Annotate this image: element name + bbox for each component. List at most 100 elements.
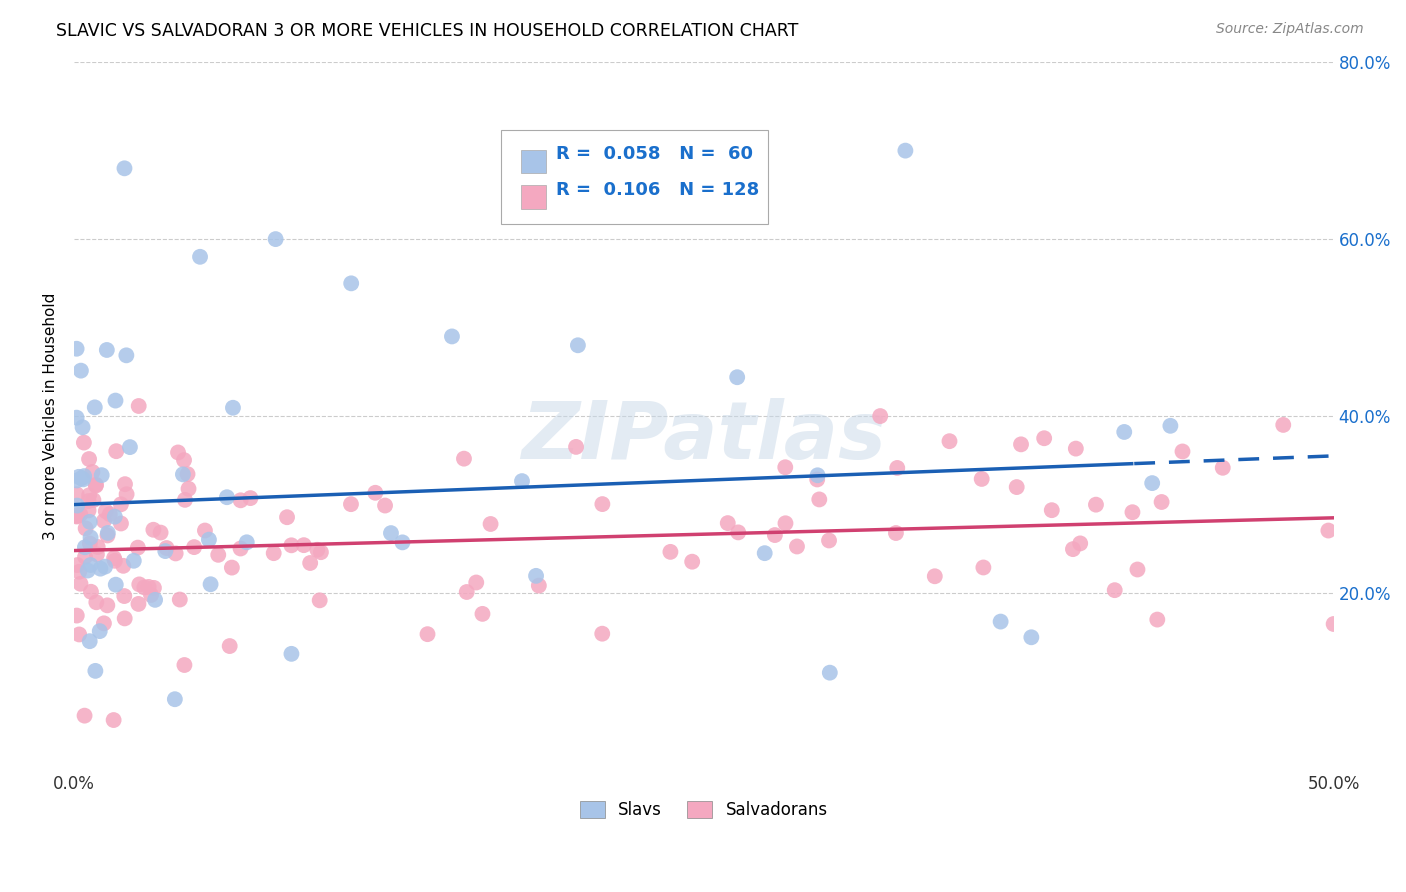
Point [84,477,107,491]
Point [66,474,89,488]
Point [1069,536,1091,550]
Point [114,611,136,625]
Point [70,471,93,485]
Point [155,541,177,555]
Point [127,541,149,555]
Point [292,538,315,552]
Point [340,497,363,511]
Point [1064,442,1087,456]
Point [84,478,107,492]
Y-axis label: 3 or more Vehicles in Household: 3 or more Vehicles in Household [44,293,58,540]
Point [194,524,217,538]
Point [727,525,749,540]
Point [1272,417,1295,432]
Text: Source: ZipAtlas.com: Source: ZipAtlas.com [1216,22,1364,37]
Point [118,440,141,454]
Point [1121,505,1143,519]
Point [239,491,262,505]
Point [70,364,93,378]
Point [103,713,125,727]
Point [67,470,90,484]
Point [174,492,197,507]
Point [105,444,128,458]
Point [86,595,108,609]
Point [990,615,1012,629]
Point [73,469,96,483]
Point [215,490,238,504]
Point [93,514,115,528]
Point [77,452,100,467]
Point [1005,480,1028,494]
Point [97,525,120,540]
Point [229,541,252,556]
Text: SLAVIC VS SALVADORAN 3 OR MORE VEHICLES IN HOUSEHOLD CORRELATION CHART: SLAVIC VS SALVADORAN 3 OR MORE VEHICLES … [56,22,799,40]
Point [456,585,478,599]
Point [65,342,87,356]
Point [1323,617,1346,632]
Point [94,504,117,518]
Point [1317,524,1340,538]
Point [1040,503,1063,517]
Point [938,434,960,449]
Point [725,370,748,384]
Point [340,277,363,291]
Point [128,577,150,591]
Point [1171,444,1194,458]
Point [264,232,287,246]
Point [775,460,797,475]
Point [591,497,613,511]
Point [717,516,740,530]
Text: R =  0.058   N =  60: R = 0.058 N = 60 [555,145,752,163]
Point [280,647,302,661]
Point [972,560,994,574]
Point [1126,562,1149,576]
Point [155,544,177,558]
Point [567,338,589,352]
Point [236,535,259,549]
Point [82,493,104,508]
Point [104,554,127,568]
Text: R =  0.106   N = 128: R = 0.106 N = 128 [555,181,759,199]
Point [66,499,89,513]
Point [165,546,187,560]
Point [96,343,118,357]
Point [115,487,138,501]
Point [1084,498,1107,512]
Point [806,468,828,483]
Point [869,409,891,423]
Point [222,401,245,415]
Point [510,474,533,488]
Point [280,538,302,552]
Point [104,393,127,408]
Point [183,540,205,554]
Point [1150,495,1173,509]
Point [65,410,87,425]
Point [1033,431,1056,445]
Point [380,526,402,541]
Point [103,551,125,566]
Point [79,558,101,572]
Point [139,588,162,602]
Point [763,528,786,542]
Point [65,487,87,501]
Point [818,665,841,680]
Point [75,521,97,535]
Point [149,525,172,540]
Point [96,528,118,542]
Point [465,575,488,590]
Point [808,492,831,507]
Point [1010,437,1032,451]
Point [114,477,136,491]
Point [167,445,190,459]
Point [188,250,211,264]
Text: ZIPatlas: ZIPatlas [522,399,886,476]
Point [364,485,387,500]
Point [471,607,494,621]
Point [1146,613,1168,627]
Legend: Slavs, Salvadorans: Slavs, Salvadorans [574,794,834,825]
Point [479,516,502,531]
Point [591,626,613,640]
Point [229,493,252,508]
Point [66,558,89,572]
Point [524,569,547,583]
